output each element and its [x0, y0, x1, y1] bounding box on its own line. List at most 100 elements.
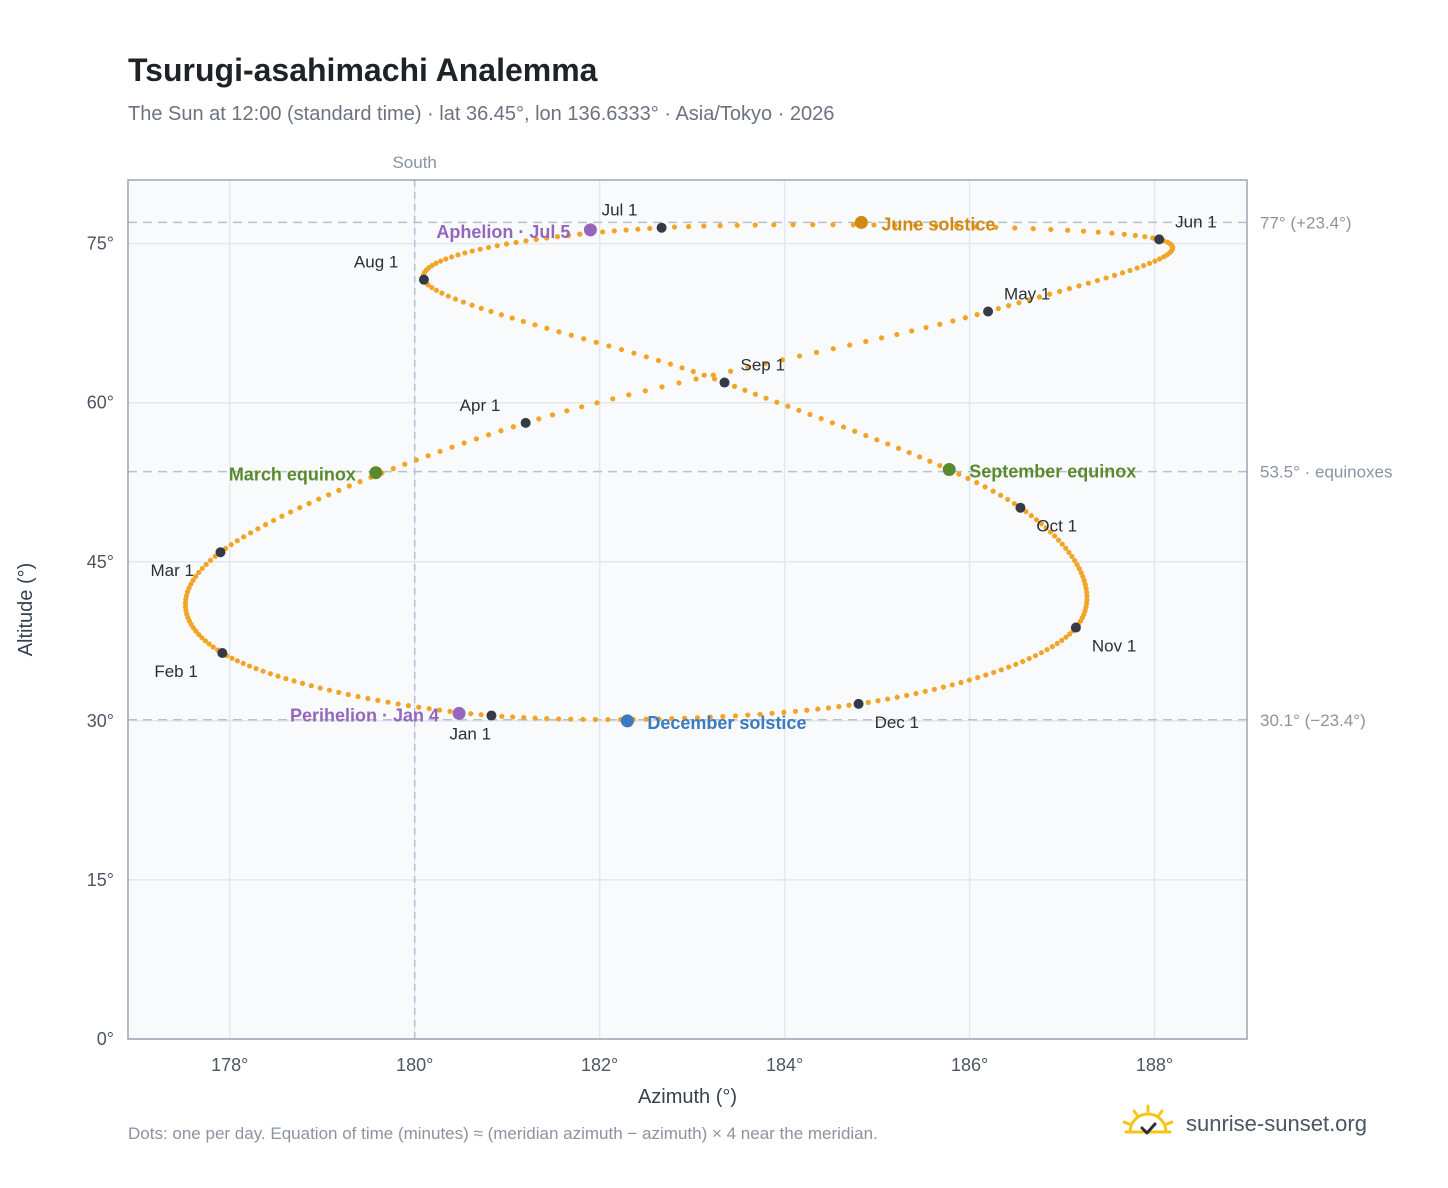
- day-dot: [568, 332, 574, 338]
- day-dot: [186, 585, 192, 591]
- day-dot: [279, 513, 285, 519]
- x-tick-label: 188°: [1136, 1055, 1173, 1075]
- event-label: Perihelion · Jan 4: [290, 705, 439, 725]
- day-dot: [830, 222, 836, 228]
- day-dot: [950, 318, 956, 324]
- day-dot: [1065, 227, 1071, 233]
- day-dot: [717, 223, 723, 229]
- day-dot: [1072, 557, 1078, 564]
- day-dot: [1078, 570, 1084, 576]
- day-dot: [676, 380, 682, 386]
- day-dot: [297, 505, 303, 511]
- day-dot: [790, 222, 796, 228]
- day-dot: [796, 407, 802, 413]
- day-dot: [610, 396, 616, 402]
- day-dot: [1127, 267, 1133, 274]
- day-dot: [974, 480, 980, 486]
- day-dot: [922, 688, 928, 695]
- day-dot: [494, 243, 500, 249]
- day-dot: [1142, 234, 1148, 240]
- day-dot: [731, 383, 738, 389]
- day-dot: [810, 222, 816, 228]
- day-dot: [974, 311, 980, 318]
- day-dot: [863, 338, 869, 345]
- day-dot: [1080, 228, 1087, 234]
- day-dot: [462, 250, 468, 256]
- day-dot: [1095, 229, 1101, 235]
- month-markers: Jan 1 Feb 1 Mar 1 Apr 1 May 1 Jun 1 Jul 1 Aug 1…: [150, 201, 1216, 744]
- day-dot: [1063, 634, 1069, 640]
- day-dot: [671, 224, 678, 230]
- day-dot: [847, 342, 853, 348]
- day-dot: [260, 668, 266, 674]
- day-dot: [734, 222, 740, 228]
- day-dot: [523, 238, 529, 244]
- event-label: June solstice: [881, 214, 995, 234]
- day-dot: [909, 328, 915, 334]
- day-dot: [306, 500, 312, 507]
- day-dot: [336, 487, 342, 493]
- day-dot: [600, 229, 606, 235]
- day-dot: [593, 339, 599, 345]
- day-dot: [580, 716, 586, 723]
- month-label: Sep 1: [740, 356, 784, 375]
- day-dot: [336, 689, 342, 695]
- day-dot: [1150, 235, 1156, 241]
- day-dot: [1006, 664, 1012, 670]
- day-dot: [962, 315, 968, 321]
- day-dot: [346, 483, 352, 489]
- day-dot: [1011, 500, 1017, 507]
- month-marker: [1015, 502, 1026, 513]
- day-dot: [520, 318, 526, 325]
- day-dot: [262, 522, 269, 528]
- day-dot: [385, 699, 391, 705]
- day-dot: [255, 526, 261, 532]
- day-dot: [757, 711, 763, 717]
- day-dot: [402, 461, 408, 467]
- day-dot: [682, 715, 688, 721]
- month-marker: [1070, 622, 1081, 633]
- day-dot: [626, 392, 632, 398]
- day-dot: [1016, 300, 1022, 306]
- day-dot: [549, 412, 556, 418]
- brand: sunrise-sunset.org: [1120, 1102, 1367, 1146]
- y-tick-label: 0°: [97, 1029, 114, 1049]
- day-dot: [291, 678, 297, 684]
- reference-line-label: 30.1° (−23.4°): [1260, 711, 1366, 730]
- day-dot: [468, 711, 474, 717]
- sun-check-icon: [1122, 1104, 1174, 1135]
- day-dot: [1134, 265, 1140, 271]
- day-dot: [818, 416, 824, 422]
- day-dot: [469, 248, 475, 254]
- day-dot: [807, 411, 813, 418]
- x-tick-label: 186°: [951, 1055, 988, 1075]
- day-dot: [317, 685, 323, 691]
- day-dot: [850, 222, 856, 228]
- day-dot: [1026, 655, 1032, 662]
- day-dot: [1094, 277, 1101, 284]
- day-dot: [544, 715, 550, 722]
- day-dot: [439, 290, 445, 296]
- day-dot: [732, 713, 738, 719]
- event-marker: [583, 223, 597, 237]
- day-dot: [643, 354, 649, 360]
- day-dot: [1057, 288, 1063, 294]
- day-dot: [536, 416, 542, 422]
- day-dot: [1146, 260, 1153, 266]
- month-label: May 1: [1004, 285, 1050, 304]
- day-dot: [316, 496, 322, 502]
- month-marker: [418, 274, 429, 285]
- day-dot: [1103, 275, 1109, 281]
- day-dot: [283, 676, 289, 682]
- day-dot: [1157, 256, 1163, 262]
- day-dot: [1033, 517, 1040, 523]
- month-label: Jun 1: [1175, 212, 1217, 231]
- chart-subtitle: The Sun at 12:00 (standard time) · lat 3…: [128, 103, 835, 125]
- day-dot: [1043, 525, 1049, 531]
- day-dot: [1082, 581, 1088, 588]
- day-dot: [1083, 585, 1089, 592]
- day-dot: [555, 716, 562, 722]
- y-tick-label: 45°: [87, 552, 114, 572]
- month-marker: [520, 417, 531, 428]
- day-dot: [437, 448, 443, 455]
